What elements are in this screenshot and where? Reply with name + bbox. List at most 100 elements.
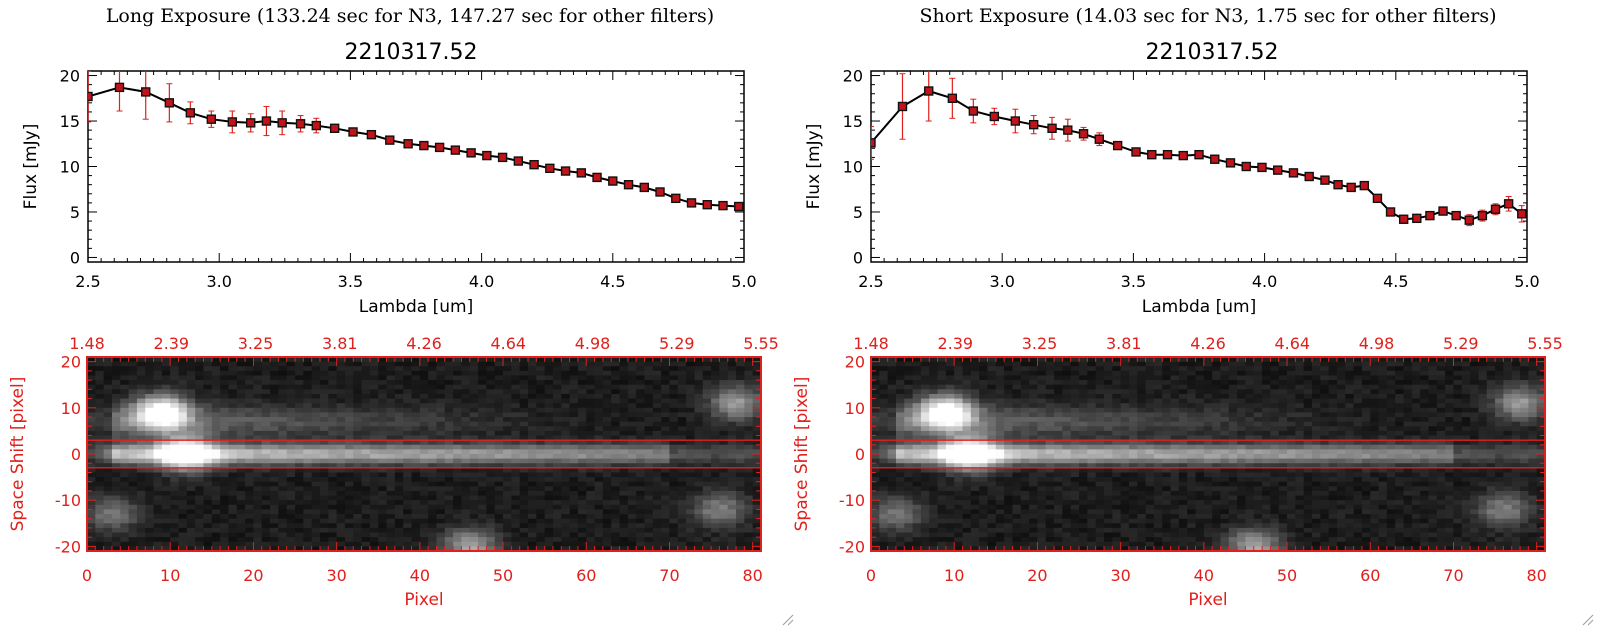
image-pixel — [87, 435, 96, 441]
image-pixel — [461, 361, 471, 367]
image-pixel — [1228, 357, 1238, 363]
image-pixel — [544, 430, 554, 436]
image-pixel — [286, 504, 296, 510]
image-pixel — [253, 532, 263, 538]
image-pixel — [153, 444, 163, 450]
image-pixel — [544, 467, 554, 473]
image-pixel — [236, 463, 246, 469]
image-pixel — [444, 463, 454, 469]
image-pixel — [1378, 389, 1388, 395]
image-pixel — [220, 509, 229, 515]
image-pixel — [270, 532, 279, 538]
image-pixel — [211, 421, 221, 427]
image-pixel — [652, 514, 662, 520]
image-pixel — [711, 504, 720, 510]
image-pixel — [536, 481, 546, 487]
data-point — [482, 150, 492, 161]
image-pixel — [736, 518, 745, 524]
image-pixel — [627, 472, 637, 478]
image-pixel — [1070, 389, 1080, 395]
image-pixel — [871, 389, 880, 395]
image-pixel — [711, 467, 720, 473]
image-pixel — [361, 384, 371, 390]
image-pixel — [561, 523, 571, 529]
image-pixel — [311, 486, 321, 492]
image-pixel — [1361, 375, 1371, 381]
image-pixel — [544, 500, 554, 506]
image-pixel — [394, 500, 404, 506]
image-pixel — [228, 486, 238, 492]
image-pixel — [511, 495, 521, 501]
image-pixel — [303, 546, 313, 552]
image-pixel — [278, 486, 288, 492]
image-pixel — [1178, 375, 1188, 381]
image-pixel — [161, 467, 171, 473]
image-pixel — [87, 370, 96, 376]
image-pixel — [652, 467, 662, 473]
image-pixel — [1470, 375, 1479, 381]
image-pixel — [1428, 393, 1438, 399]
x-tick-label: 5.0 — [1514, 272, 1539, 291]
image-pixel — [1037, 366, 1047, 372]
image-pixel — [528, 389, 537, 395]
image-pixel — [195, 357, 204, 363]
image-pixel — [544, 523, 554, 529]
image-pixel — [261, 537, 271, 543]
data-point — [311, 120, 321, 131]
image-pixel — [995, 398, 1005, 404]
image-pixel — [394, 541, 404, 547]
image-pixel — [145, 375, 154, 381]
image-pixel — [369, 537, 379, 543]
data-point — [1517, 209, 1527, 219]
image-pixel — [411, 467, 421, 473]
image-pixel — [519, 458, 529, 464]
image-pixel — [195, 398, 204, 404]
data-point — [686, 198, 697, 208]
image-pixel — [328, 541, 338, 547]
image-pixel — [319, 514, 329, 520]
image-pixel — [336, 541, 346, 547]
x-tick-label: 50 — [493, 566, 513, 585]
image-pixel — [519, 393, 529, 399]
image-pixel — [353, 532, 362, 538]
image-pixel — [602, 495, 612, 501]
image-pixel — [478, 546, 487, 552]
image-pixel — [228, 477, 238, 483]
image-pixel — [428, 541, 437, 547]
image-pixel — [569, 495, 579, 501]
image-pixel — [1486, 370, 1496, 376]
image-pixel — [1012, 361, 1022, 367]
image-pixel — [871, 370, 880, 376]
image-pixel — [702, 467, 712, 473]
image-pixel — [544, 509, 554, 515]
image-pixel — [336, 546, 346, 552]
image-pixel — [1486, 366, 1496, 372]
image-pixel — [1170, 380, 1180, 386]
x-tick-label: 3.5 — [1121, 272, 1146, 291]
image-pixel — [669, 541, 679, 547]
image-pixel — [136, 509, 146, 515]
image-pixel — [569, 403, 579, 409]
image-pixel — [186, 370, 196, 376]
image-pixel — [419, 375, 429, 381]
image-pixel — [677, 398, 687, 404]
image-pixel — [95, 361, 105, 367]
image-pixel — [203, 481, 213, 487]
image-pixel — [153, 541, 163, 547]
image-pixel — [186, 477, 196, 483]
image-pixel — [353, 412, 362, 418]
image-pixel — [361, 366, 371, 372]
image-pixel — [636, 514, 645, 520]
image-pixel — [702, 537, 712, 543]
image-pixel — [203, 537, 213, 543]
image-pixel — [661, 500, 670, 506]
image-pixel — [519, 389, 529, 395]
image-pixel — [87, 366, 96, 372]
image-pixel — [686, 532, 695, 538]
image-pixel — [644, 421, 654, 427]
image-pixel — [478, 467, 487, 473]
image-pixel — [444, 458, 454, 464]
image-pixel — [369, 458, 379, 464]
image-pixel — [394, 393, 404, 399]
image-pixel — [120, 426, 129, 432]
